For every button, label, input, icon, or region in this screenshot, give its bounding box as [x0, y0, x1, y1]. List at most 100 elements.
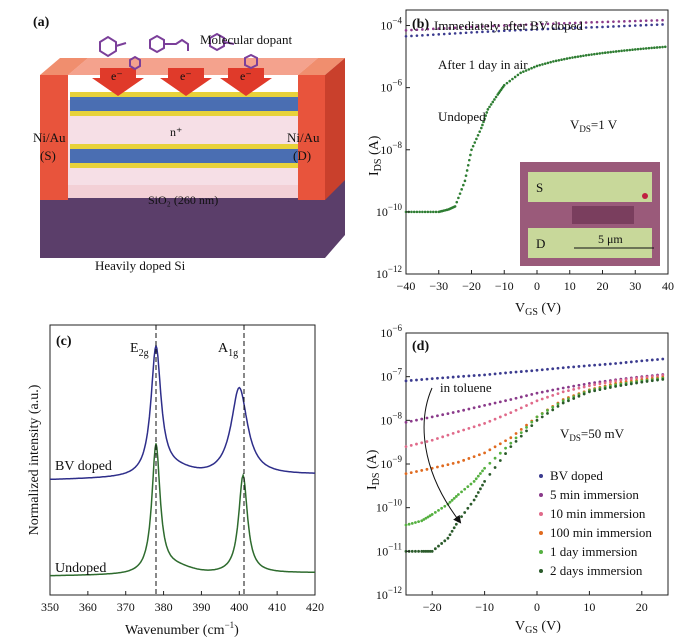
b-point-s2 — [465, 169, 469, 172]
annotation-immediate: Immediately after BV doped — [434, 18, 583, 33]
d-point-s5 — [519, 434, 523, 438]
b-point-s2 — [491, 100, 495, 104]
source-contact — [40, 75, 68, 200]
b-point-s1 — [497, 29, 501, 33]
series-label-undoped: Undoped — [55, 561, 106, 576]
electron-arrows: e⁻ e⁻ e⁻ — [92, 68, 272, 96]
d-legend-marker — [539, 493, 543, 497]
d-point-s1 — [451, 411, 455, 414]
oxide-layer — [40, 160, 345, 198]
b-point-s2 — [475, 137, 478, 141]
d-point-s4 — [433, 510, 437, 514]
d-point-s5 — [561, 401, 565, 405]
b-point-s0 — [448, 26, 451, 30]
d-point-s5 — [525, 429, 528, 433]
d-point-s5 — [437, 544, 440, 548]
b-point-s2 — [623, 49, 626, 52]
panel-a-label: (a) — [33, 15, 50, 30]
d-point-s4 — [476, 474, 480, 478]
d-point-s5 — [440, 542, 444, 545]
b-point-s1 — [426, 33, 430, 37]
d-point-s0 — [436, 376, 439, 380]
b-point-s1 — [562, 26, 566, 30]
b-point-s0 — [601, 20, 604, 24]
d-point-s2 — [525, 404, 528, 407]
b-point-s2 — [625, 48, 629, 52]
d-point-s0 — [556, 366, 560, 370]
d-point-s0 — [540, 368, 544, 372]
b-point-s2 — [658, 45, 662, 49]
b-point-s2 — [554, 59, 558, 63]
b-point-s1 — [486, 30, 490, 33]
b-point-s0 — [590, 21, 593, 24]
b-point-s2 — [647, 46, 651, 50]
b-point-s0 — [415, 28, 419, 32]
b-point-s2 — [522, 70, 525, 73]
d-point-s4 — [454, 495, 458, 498]
d-point-s0 — [525, 369, 528, 373]
d-point-s1 — [551, 388, 555, 392]
d-point-s2 — [640, 376, 644, 380]
b-point-s0 — [519, 23, 522, 27]
d-ytick-label: 10−12 — [376, 585, 402, 602]
d-point-s1 — [588, 382, 591, 385]
b-point-s2 — [617, 49, 621, 53]
b-point-s0 — [535, 22, 539, 26]
d-point-s2 — [629, 377, 633, 381]
d-point-s4 — [460, 490, 463, 494]
source-label: Ni/Au — [33, 130, 66, 145]
b-point-s0 — [492, 24, 495, 28]
d-point-s5 — [430, 549, 434, 553]
panel-b-yticks: 10−4 10−6 10−8 10−10 10−12 — [376, 16, 410, 281]
b-point-s0 — [421, 28, 424, 31]
d-point-s3 — [472, 455, 476, 458]
b-point-s2 — [661, 45, 664, 49]
d-point-s4 — [424, 516, 428, 520]
b-point-s2 — [620, 49, 623, 53]
annotation-toluene: in toluene — [440, 380, 492, 395]
b-ytick-label: 10−12 — [376, 264, 402, 281]
d-point-s0 — [614, 362, 617, 365]
b-point-s0 — [644, 19, 648, 22]
d-point-s0 — [661, 357, 665, 361]
c-spectrum-line-1 — [49, 443, 315, 577]
d-point-s1 — [572, 384, 576, 388]
d-point-s3 — [436, 465, 439, 469]
d-point-s4 — [493, 456, 497, 460]
d-point-s5 — [514, 439, 518, 443]
b-point-s1 — [650, 23, 653, 27]
d-xtick-label: −10 — [475, 600, 494, 614]
b-point-s2 — [508, 79, 512, 83]
b-point-s1 — [431, 33, 435, 36]
d-point-s4 — [540, 412, 544, 416]
d-point-s0 — [451, 375, 455, 379]
d-point-s3 — [514, 432, 518, 435]
mos2-layer-upper — [70, 92, 298, 116]
panel-d-legend: BV doped 5 min immersion 10 min immersion 1… — [539, 468, 652, 578]
b-xtick-label: −10 — [495, 279, 514, 293]
d-point-s4 — [463, 487, 467, 491]
d-point-s5 — [509, 445, 513, 449]
series-label-bv: BV doped — [55, 459, 112, 474]
b-point-s2 — [426, 210, 430, 214]
b-point-s2 — [576, 55, 580, 58]
d-point-s4 — [479, 472, 482, 475]
d-point-s2 — [441, 435, 445, 439]
d-point-s1 — [457, 410, 460, 413]
c-xtick-label: 420 — [306, 600, 324, 614]
d-point-s1 — [561, 386, 565, 390]
d-point-s5 — [474, 494, 478, 498]
d-point-s1 — [519, 395, 523, 399]
b-point-s0 — [623, 20, 626, 23]
b-point-s2 — [457, 196, 460, 200]
b-point-s2 — [639, 47, 643, 51]
electron-label-3: e⁻ — [240, 69, 252, 83]
d-ytick-label: 10−11 — [376, 541, 402, 558]
d-point-s2 — [488, 419, 492, 423]
b-point-s2 — [549, 60, 552, 64]
inset-spot — [642, 193, 648, 199]
d-point-s2 — [509, 411, 513, 415]
panel-d: −20 −10 0 10 20 10−610−710−810−910−1010−1110… — [365, 323, 669, 636]
inset-S-label: S — [536, 180, 543, 195]
d-point-s5 — [593, 389, 597, 393]
